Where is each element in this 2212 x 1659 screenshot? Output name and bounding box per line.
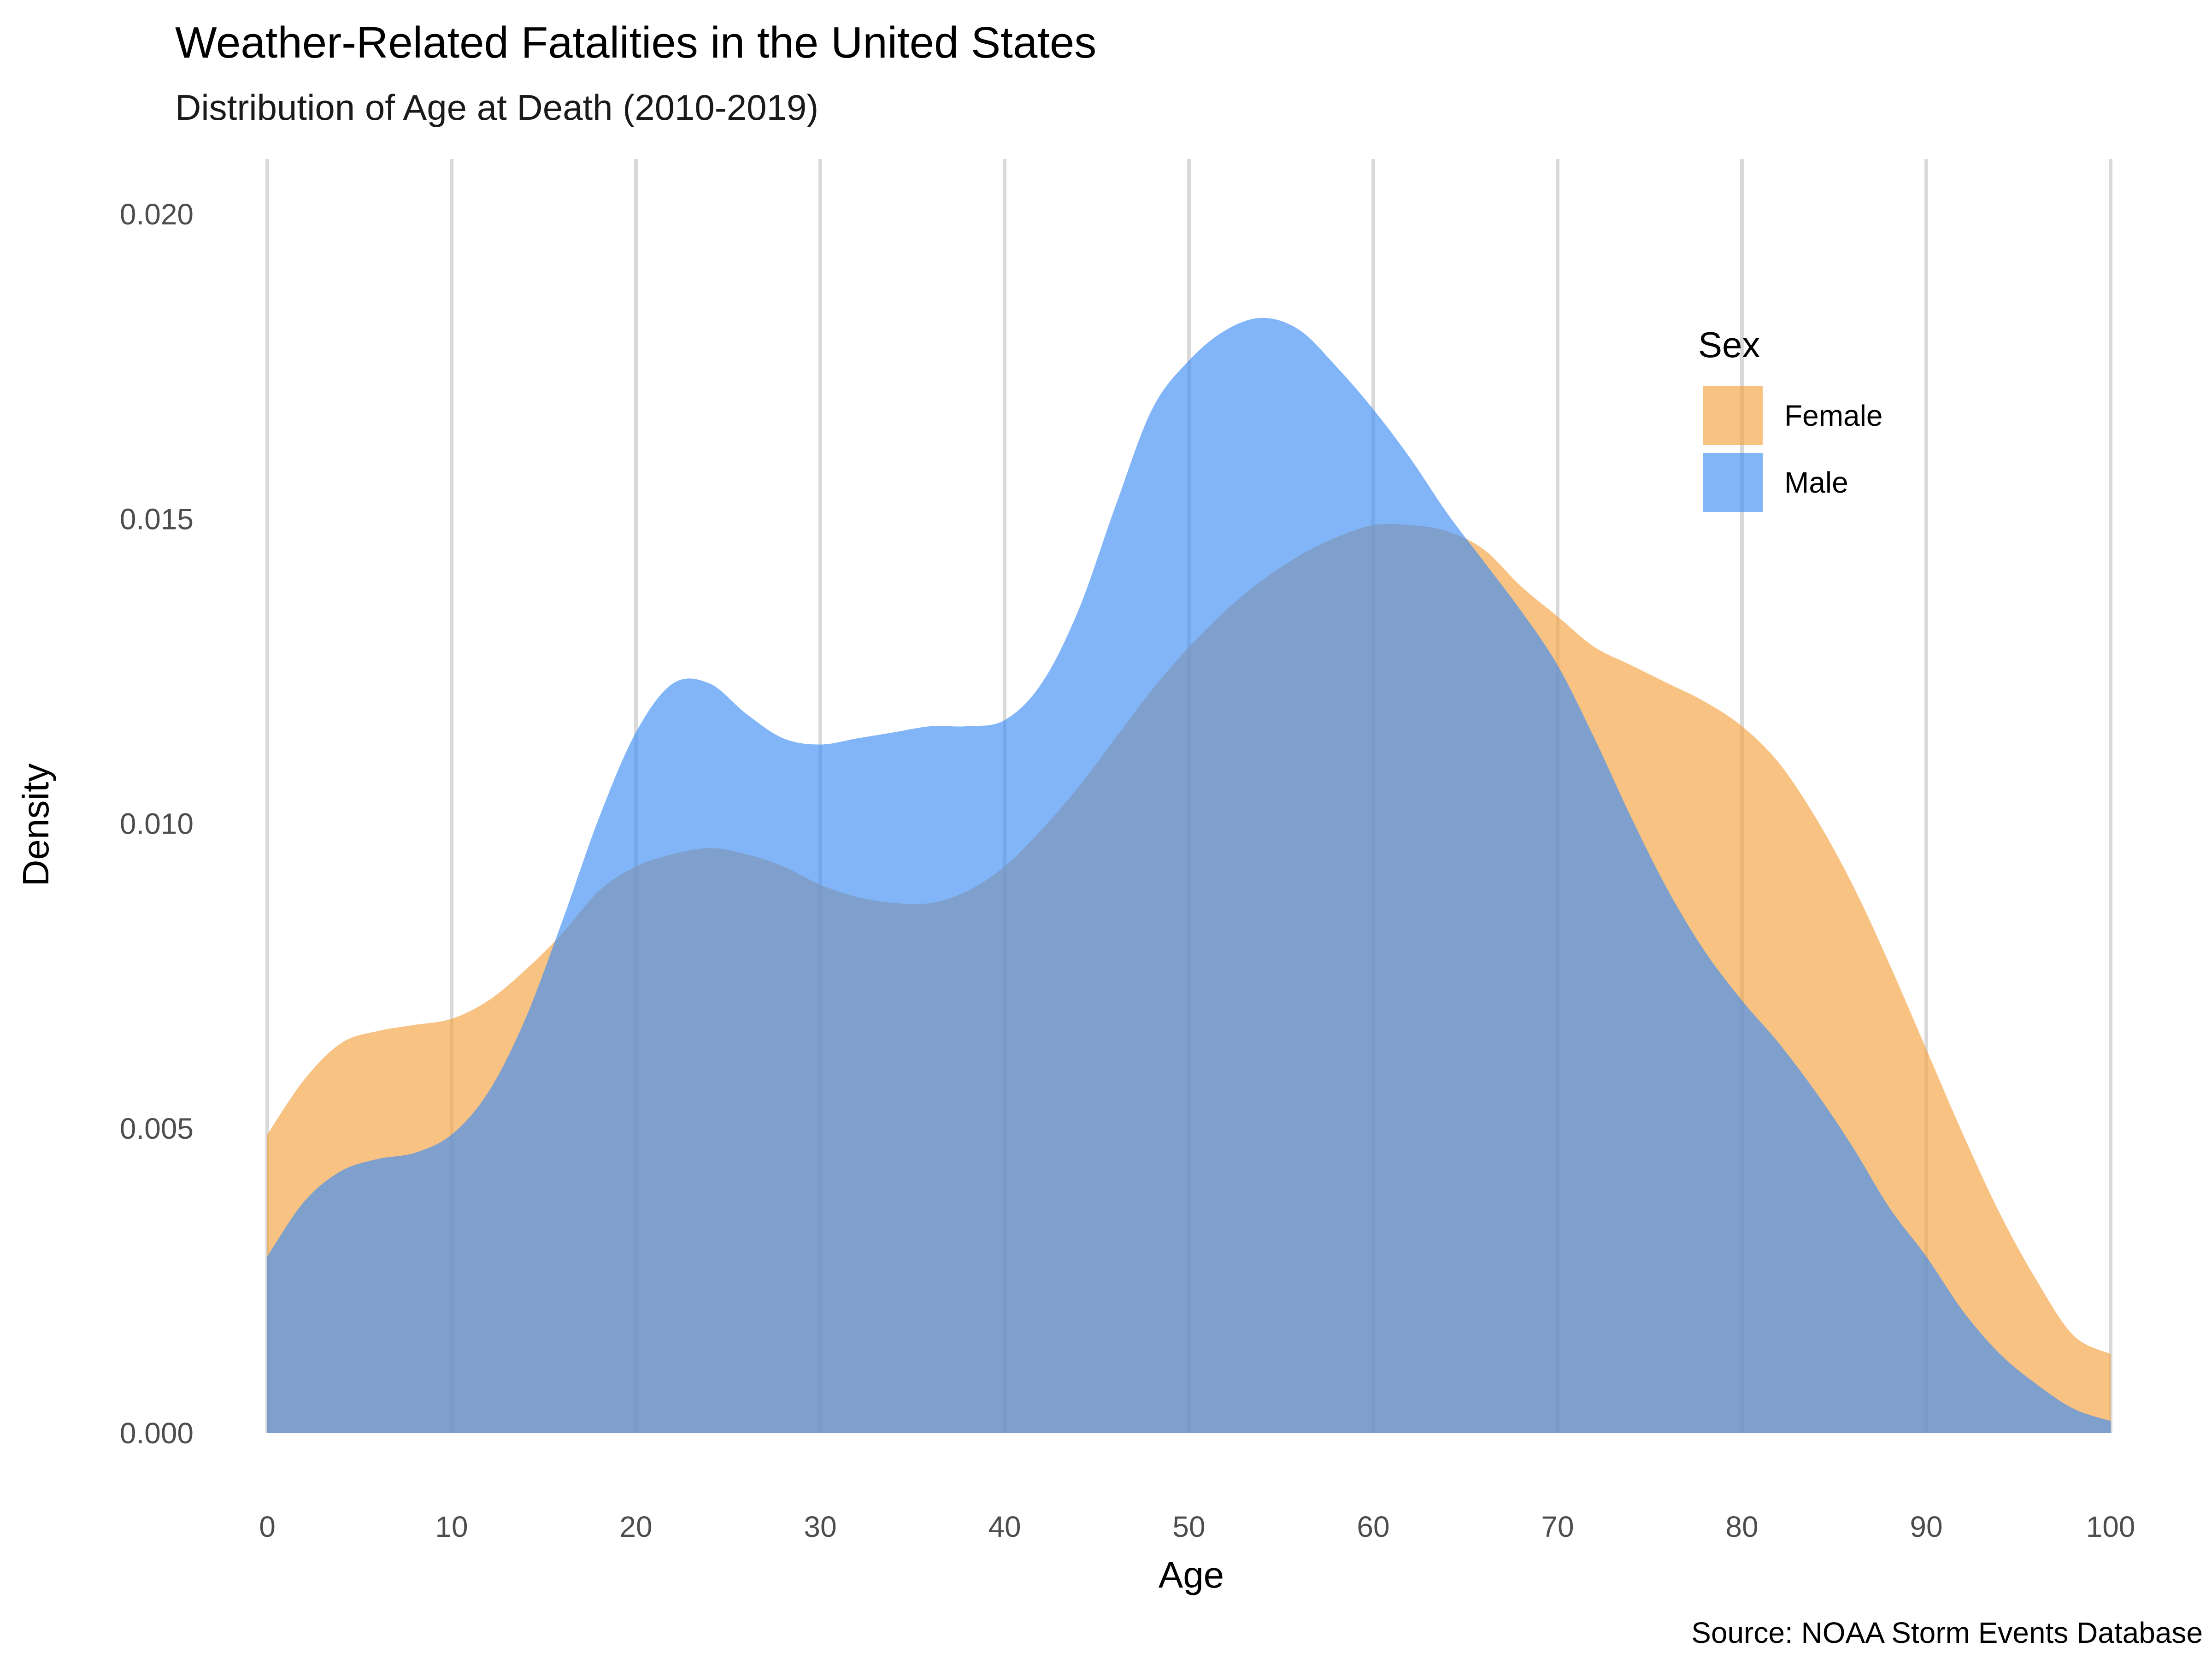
legend: Sex Female Male	[1698, 324, 1883, 512]
legend-label-female: Female	[1784, 399, 1883, 432]
legend-items: Female Male	[1703, 386, 1883, 512]
chart-title: Weather-Related Fatalities in the United…	[175, 18, 1096, 67]
legend-swatch-female	[1703, 386, 1763, 445]
area-male	[267, 318, 2111, 1433]
legend-title: Sex	[1698, 324, 1760, 365]
y-tick-label-0.015: 0.015	[120, 502, 194, 535]
legend-swatch-male	[1703, 453, 1763, 512]
x-tick-label-60: 60	[1357, 1510, 1389, 1543]
y-tick-label-0.000: 0.000	[120, 1417, 194, 1450]
chart-caption: Source: NOAA Storm Events Database	[1691, 1616, 2203, 1649]
chart-subtitle: Distribution of Age at Death (2010-2019)	[175, 87, 818, 128]
x-tick-label-70: 70	[1541, 1510, 1574, 1543]
x-tick-label-30: 30	[804, 1510, 836, 1543]
legend-label-male: Male	[1784, 466, 1848, 499]
x-tick-label-0: 0	[259, 1510, 276, 1543]
y-tick-label-0.020: 0.020	[120, 198, 194, 231]
x-tick-label-20: 20	[619, 1510, 652, 1543]
y-tick-label-0.005: 0.005	[120, 1112, 194, 1145]
y-axis-ticks: 0.000 0.005 0.010 0.015 0.020	[120, 198, 194, 1450]
x-axis-ticks: 0 10 20 30 40 50 60 70 80 90 100	[259, 1510, 2135, 1543]
x-tick-label-90: 90	[1910, 1510, 1942, 1543]
x-tick-label-100: 100	[2086, 1510, 2136, 1543]
y-axis-label: Density	[15, 764, 56, 887]
x-tick-label-50: 50	[1172, 1510, 1205, 1543]
y-tick-label-0.010: 0.010	[120, 807, 194, 841]
x-tick-label-80: 80	[1725, 1510, 1758, 1543]
x-axis-label: Age	[1159, 1554, 1224, 1595]
density-areas	[267, 318, 2111, 1433]
x-tick-label-10: 10	[435, 1510, 468, 1543]
x-tick-label-40: 40	[988, 1510, 1021, 1543]
